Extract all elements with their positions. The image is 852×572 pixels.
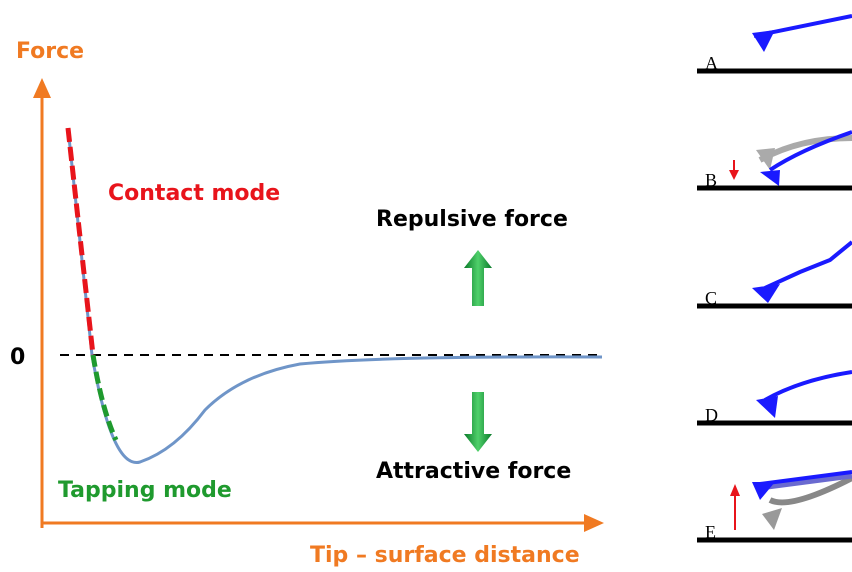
contact-mode-label: Contact mode <box>108 181 280 206</box>
arrow-up <box>464 250 492 306</box>
attractive-label: Attractive force <box>376 459 571 484</box>
contact-segment <box>65 127 96 356</box>
panel-label: B <box>705 170 717 190</box>
arrow-down <box>464 392 492 452</box>
zero-label: 0 <box>10 345 25 370</box>
panel-label: D <box>705 405 718 425</box>
panel-label: C <box>705 288 717 308</box>
panels: A B C D E <box>697 14 852 543</box>
axes <box>33 78 604 532</box>
panel-label: E <box>705 522 716 542</box>
repulsive-label: Repulsive force <box>376 207 568 232</box>
tapping-segment <box>90 354 119 442</box>
y-axis-label: Force <box>16 39 84 64</box>
x-axis-label: Tip – surface distance <box>310 543 580 568</box>
tapping-mode-label: Tapping mode <box>58 478 232 503</box>
panel-label: A <box>705 53 718 73</box>
potential-curve <box>66 127 603 464</box>
